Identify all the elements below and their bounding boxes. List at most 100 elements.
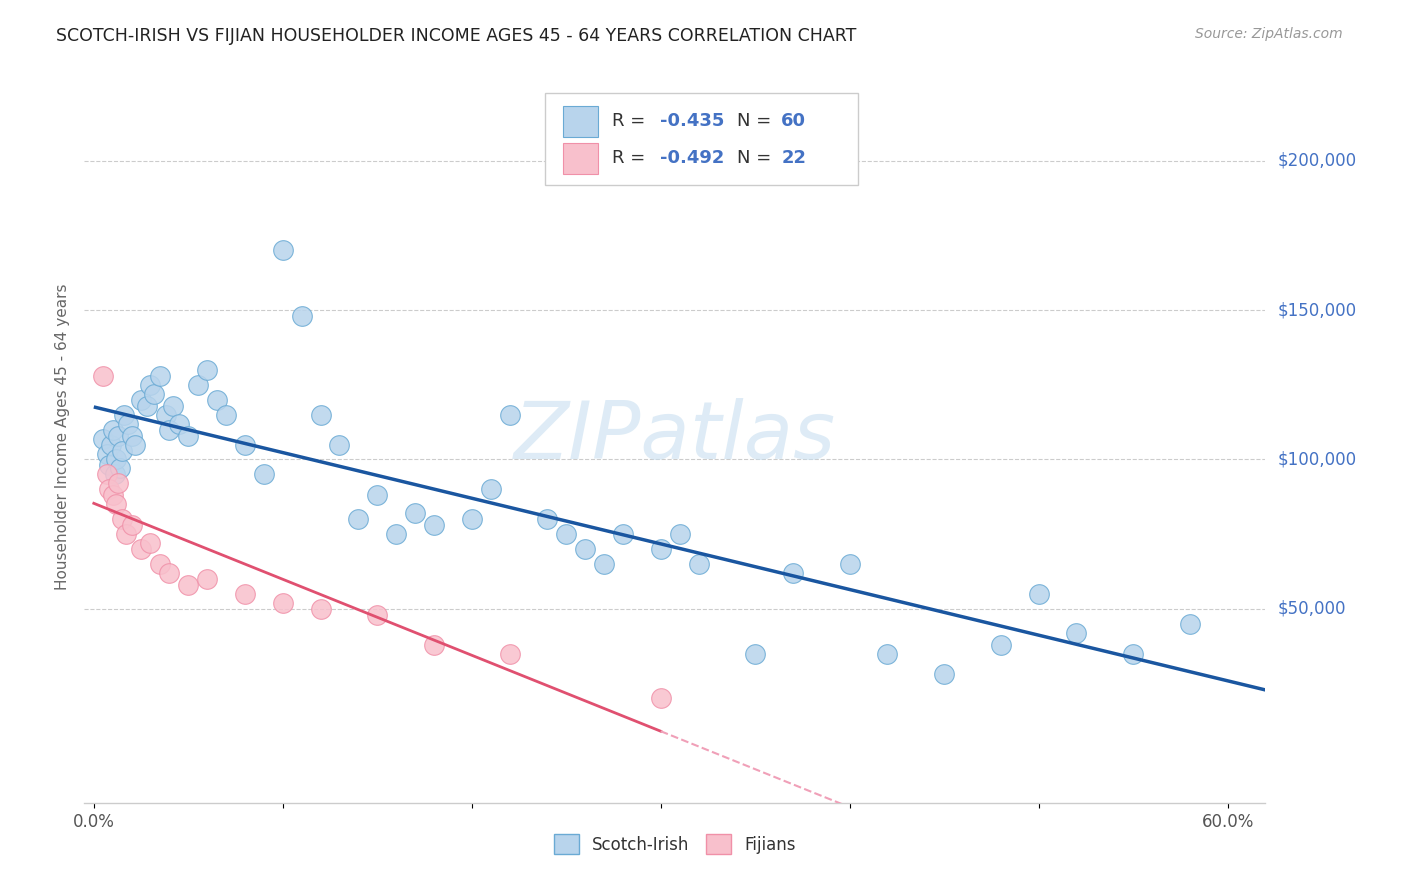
Point (271, 244, 294, 258)
Point (91, 368, 114, 383)
Point (838, 557, 860, 571)
FancyBboxPatch shape (546, 94, 858, 185)
Text: R =: R = (612, 112, 651, 130)
Legend: Scotch-Irish, Fijians: Scotch-Irish, Fijians (547, 828, 803, 860)
Point (105, 452, 128, 467)
Point (205, 392, 228, 407)
Point (96, 467, 118, 482)
Point (233, 437, 256, 451)
Text: -0.435: -0.435 (659, 112, 724, 130)
Point (111, 512, 134, 526)
Point (167, 417, 190, 431)
Point (574, 542, 596, 557)
Text: $100,000: $100,000 (1277, 450, 1357, 468)
Point (650, 542, 672, 557)
Point (404, 506, 426, 520)
Text: -0.492: -0.492 (659, 149, 724, 167)
Text: ZIPatlas: ZIPatlas (513, 398, 837, 476)
Point (1178, 616, 1201, 631)
Point (498, 408, 520, 422)
Point (366, 607, 388, 622)
Point (291, 309, 314, 323)
Text: Source: ZipAtlas.com: Source: ZipAtlas.com (1195, 27, 1343, 41)
Point (135, 399, 157, 413)
Point (129, 542, 152, 557)
Point (195, 572, 218, 586)
Point (782, 566, 804, 580)
Point (97, 483, 120, 497)
Point (155, 408, 177, 422)
Point (105, 497, 128, 511)
Bar (562, 106, 598, 137)
Point (112, 408, 135, 422)
Point (115, 527, 138, 541)
Point (934, 667, 956, 681)
Point (215, 408, 238, 422)
Bar (562, 143, 598, 174)
Point (97, 458, 120, 473)
Point (177, 578, 200, 592)
Point (366, 488, 388, 502)
Point (110, 461, 132, 475)
Point (271, 596, 294, 610)
Y-axis label: Householder Income Ages 45 - 64 years: Householder Income Ages 45 - 64 years (55, 284, 70, 591)
Point (177, 428, 200, 442)
Point (149, 368, 172, 383)
Point (96, 446, 118, 460)
Point (253, 467, 276, 482)
Point (107, 476, 129, 491)
Point (101, 423, 124, 437)
Point (1066, 625, 1088, 640)
Point (139, 377, 162, 392)
Point (187, 377, 209, 392)
Point (612, 527, 634, 541)
Point (650, 691, 672, 706)
Point (139, 536, 162, 550)
Point (149, 557, 172, 571)
Point (328, 437, 350, 451)
Point (990, 638, 1012, 652)
Point (479, 483, 502, 497)
Text: R =: R = (612, 149, 651, 167)
Point (385, 527, 408, 541)
Text: $200,000: $200,000 (1277, 152, 1357, 169)
Text: N =: N = (738, 149, 778, 167)
Point (195, 363, 218, 377)
Point (668, 527, 690, 541)
Point (461, 512, 484, 526)
Point (111, 443, 134, 458)
Text: 60: 60 (782, 112, 806, 130)
Point (157, 566, 180, 580)
Point (536, 512, 558, 526)
Point (129, 392, 152, 407)
Text: $50,000: $50,000 (1277, 599, 1346, 618)
Text: 22: 22 (782, 149, 806, 167)
Point (423, 518, 446, 533)
Point (143, 386, 166, 401)
Point (121, 428, 143, 442)
Point (157, 423, 180, 437)
Text: $150,000: $150,000 (1277, 301, 1357, 319)
Text: N =: N = (738, 112, 778, 130)
Point (1122, 647, 1144, 661)
Point (162, 399, 184, 413)
Point (104, 467, 127, 482)
Point (100, 437, 122, 451)
Point (309, 408, 332, 422)
Point (498, 647, 520, 661)
Text: SCOTCH-IRISH VS FIJIAN HOUSEHOLDER INCOME AGES 45 - 64 YEARS CORRELATION CHART: SCOTCH-IRISH VS FIJIAN HOUSEHOLDER INCOM… (56, 27, 856, 45)
Point (233, 587, 256, 601)
Point (121, 518, 143, 533)
Point (1028, 587, 1050, 601)
Point (593, 557, 616, 571)
Point (107, 428, 129, 442)
Point (117, 417, 139, 431)
Point (309, 601, 332, 615)
Point (688, 557, 710, 571)
Point (124, 437, 146, 451)
Point (347, 512, 370, 526)
Point (876, 647, 898, 661)
Point (744, 647, 766, 661)
Point (101, 488, 124, 502)
Point (423, 638, 446, 652)
